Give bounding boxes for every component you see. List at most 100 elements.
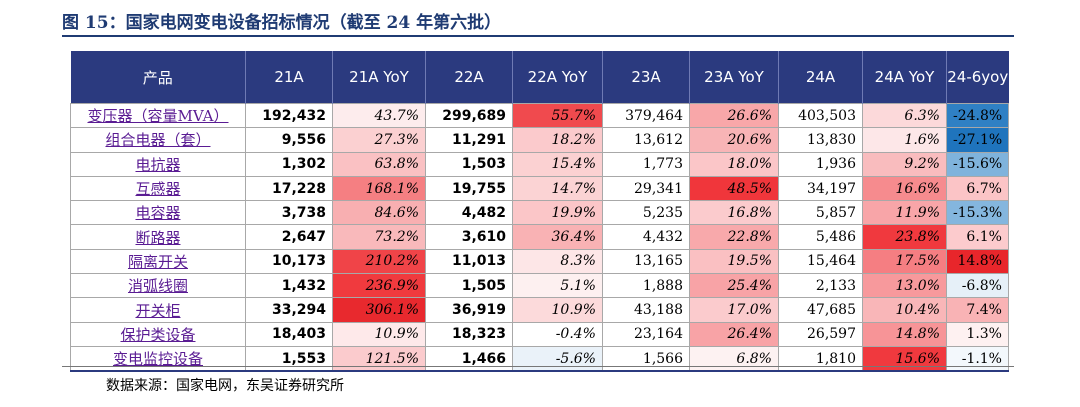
header-col: 22A [425,51,513,104]
yoy-cell: 22.8% [689,224,779,250]
product-link[interactable]: 互感器 [70,175,246,202]
volume-cell: 6.7% [946,175,1009,202]
volume-cell: 403,503 [778,102,863,129]
volume-cell: 2,133 [778,273,863,299]
header-col: 22A YoY [512,51,603,104]
volume-cell: 13,830 [778,127,863,153]
yoy-cell: 23.8% [862,224,947,250]
source-note: 数据来源：国家电网，东吴证券研究所 [106,378,344,394]
table-row: 保护类设备 18,403 10.9% 18,323 -0.4% 23,164 26.4% 26… [70,321,1009,347]
product-link[interactable]: 保护类设备 [70,321,246,347]
volume-cell: -15.3% [946,200,1009,226]
volume-cell: 1,773 [602,151,690,177]
yoy-cell: 13.0% [862,273,947,299]
product-link[interactable]: 消弧线圈 [70,273,246,299]
yoy-cell: 16.8% [689,200,779,226]
table-row: 断路器 2,647 73.2% 3,610 36.4% 4,432 22.8% 5,486 23… [70,224,1009,250]
table-row: 变压器（容量MVA） 192,432 43.7% 299,689 55.7% 379,46… [70,102,1009,129]
table-row: 变电监控设备 1,553 121.5% 1,466 -5.6% 1,566 6.8% 1,81… [70,345,1009,373]
product-link[interactable]: 电容器 [70,200,246,226]
volume-cell: -15.6% [946,151,1009,177]
volume-cell: 379,464 [602,102,690,129]
yoy-cell: 19.5% [689,248,779,275]
volume-cell: 11,291 [425,127,513,153]
yoy-cell: 8.3% [512,248,603,275]
product-link[interactable]: 断路器 [70,224,246,250]
volume-cell: 1,553 [245,345,333,373]
yoy-cell: 15.6% [862,345,947,373]
volume-cell: 11,013 [425,248,513,275]
product-link[interactable]: 组合电器（套） [70,127,246,153]
product-link[interactable]: 电抗器 [70,151,246,177]
volume-cell: 26,597 [778,321,863,347]
product-link[interactable]: 隔离开关 [70,248,246,275]
tender-table: 产品 21A 21A YoY 22A 22A YoY 23A 23A YoY 24A 24A Y… [70,51,1009,373]
table-row: 组合电器（套） 9,556 27.3% 11,291 18.2% 13,612 20.6% 1… [70,127,1009,153]
volume-cell: 14.8% [946,248,1009,275]
yoy-cell: 6.8% [689,345,779,373]
source-rule [62,366,1014,367]
volume-cell: 1,505 [425,273,513,299]
yoy-cell: -0.4% [512,321,603,347]
volume-cell: 13,165 [602,248,690,275]
header-col: 23A YoY [689,51,779,104]
yoy-cell: 18.2% [512,127,603,153]
yoy-cell: 6.3% [862,102,947,129]
yoy-cell: 210.2% [332,248,426,275]
volume-cell: 17,228 [245,175,333,202]
volume-cell: 47,685 [778,297,863,323]
volume-cell: 6.1% [946,224,1009,250]
yoy-cell: 27.3% [332,127,426,153]
volume-cell: 1,936 [778,151,863,177]
yoy-cell: -5.6% [512,345,603,373]
volume-cell: 1,302 [245,151,333,177]
yoy-cell: 17.0% [689,297,779,323]
product-link[interactable]: 开关柜 [70,297,246,323]
yoy-cell: 84.6% [332,200,426,226]
yoy-cell: 26.6% [689,102,779,129]
volume-cell: 7.4% [946,297,1009,323]
volume-cell: 1,888 [602,273,690,299]
product-link[interactable]: 变压器（容量MVA） [70,102,246,129]
volume-cell: 299,689 [425,102,513,129]
volume-cell: 3,610 [425,224,513,250]
volume-cell: 1,810 [778,345,863,373]
volume-cell: 1,432 [245,273,333,299]
volume-cell: -24.8% [946,102,1009,129]
yoy-cell: 5.1% [512,273,603,299]
volume-cell: 4,432 [602,224,690,250]
yoy-cell: 63.8% [332,151,426,177]
header-col: 24A YoY [862,51,947,104]
product-link[interactable]: 变电监控设备 [70,345,246,373]
volume-cell: 34,197 [778,175,863,202]
header-col: 21A YoY [332,51,426,104]
volume-cell: 18,323 [425,321,513,347]
yoy-cell: 17.5% [862,248,947,275]
yoy-cell: 168.1% [332,175,426,202]
yoy-cell: 10.4% [862,297,947,323]
yoy-cell: 10.9% [332,321,426,347]
volume-cell: 18,403 [245,321,333,347]
table-row: 电抗器 1,302 63.8% 1,503 15.4% 1,773 18.0% 1,936 9.… [70,151,1009,177]
table-row: 开关柜 33,294 306.1% 36,919 10.9% 43,188 17.0% 47,… [70,297,1009,323]
volume-cell: 1,503 [425,151,513,177]
yoy-cell: 26.4% [689,321,779,347]
table-row: 消弧线圈 1,432 236.9% 1,505 5.1% 1,888 25.4% 2,133 1… [70,273,1009,299]
figure-title: 图 15：国家电网变电设备招标情况（截至 24 年第六批） [62,13,502,33]
volume-cell: 4,482 [425,200,513,226]
yoy-cell: 14.8% [862,321,947,347]
header-col: 24A [778,51,863,104]
title-rule [62,35,1014,37]
volume-cell: 43,188 [602,297,690,323]
volume-cell: 9,556 [245,127,333,153]
volume-cell: 36,919 [425,297,513,323]
volume-cell: 2,647 [245,224,333,250]
volume-cell: -6.8% [946,273,1009,299]
yoy-cell: 16.6% [862,175,947,202]
header-col: 24-6yoy [946,51,1009,104]
table-row: 互感器 17,228 168.1% 19,755 14.7% 29,341 48.5% 34,… [70,175,1009,202]
yoy-cell: 55.7% [512,102,603,129]
yoy-cell: 11.9% [862,200,947,226]
volume-cell: 29,341 [602,175,690,202]
table-row: 隔离开关 10,173 210.2% 11,013 8.3% 13,165 19.5% 15,… [70,248,1009,275]
